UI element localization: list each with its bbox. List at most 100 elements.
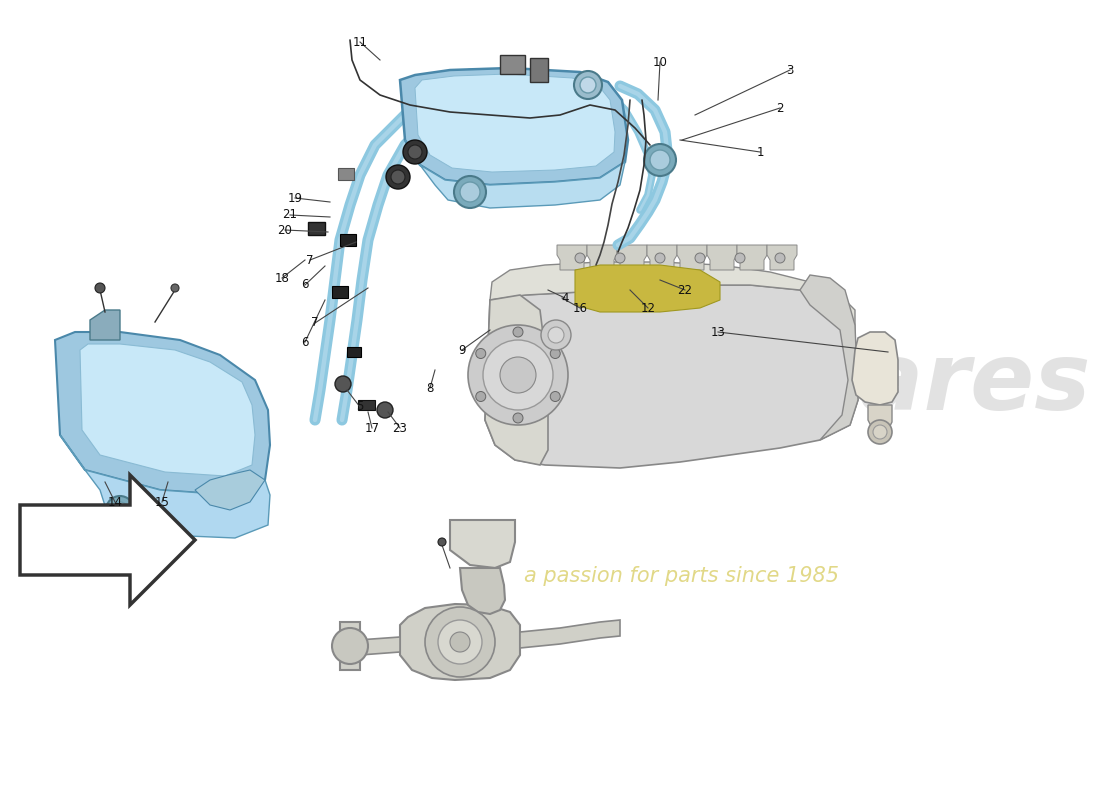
Circle shape — [377, 402, 393, 418]
Text: 13: 13 — [711, 326, 725, 338]
Circle shape — [644, 144, 676, 176]
Text: 7: 7 — [306, 254, 313, 266]
Circle shape — [476, 349, 486, 358]
Circle shape — [386, 165, 410, 189]
Polygon shape — [557, 245, 587, 270]
Polygon shape — [60, 435, 270, 538]
Text: 10: 10 — [652, 55, 668, 69]
Polygon shape — [868, 405, 892, 432]
Polygon shape — [485, 285, 858, 468]
Polygon shape — [617, 245, 647, 270]
Circle shape — [776, 253, 785, 263]
Text: 4: 4 — [561, 291, 569, 305]
Polygon shape — [90, 310, 120, 340]
Polygon shape — [55, 332, 270, 495]
Polygon shape — [460, 568, 505, 614]
Circle shape — [550, 391, 560, 402]
Circle shape — [454, 176, 486, 208]
Circle shape — [654, 253, 666, 263]
Circle shape — [332, 628, 368, 664]
Polygon shape — [707, 245, 737, 270]
Text: 8: 8 — [427, 382, 433, 394]
Text: 17: 17 — [364, 422, 380, 434]
Text: 6: 6 — [301, 335, 309, 349]
Polygon shape — [400, 68, 628, 185]
Polygon shape — [338, 168, 354, 180]
Circle shape — [390, 170, 405, 184]
Circle shape — [735, 253, 745, 263]
Polygon shape — [767, 245, 798, 270]
Circle shape — [106, 496, 134, 524]
Text: eurospares: eurospares — [493, 338, 1091, 430]
Text: 22: 22 — [678, 283, 693, 297]
Text: 19: 19 — [287, 191, 303, 205]
Text: 16: 16 — [572, 302, 587, 314]
Circle shape — [873, 425, 887, 439]
Polygon shape — [340, 234, 356, 246]
Text: 7: 7 — [311, 317, 319, 330]
Polygon shape — [450, 520, 515, 568]
Circle shape — [438, 620, 482, 664]
Circle shape — [550, 349, 560, 358]
Circle shape — [95, 283, 104, 293]
Text: 5: 5 — [356, 401, 364, 414]
Circle shape — [650, 150, 670, 170]
Polygon shape — [490, 262, 855, 360]
Text: 1: 1 — [757, 146, 763, 158]
Polygon shape — [587, 245, 617, 270]
Text: 9: 9 — [459, 343, 465, 357]
Circle shape — [468, 325, 568, 425]
Circle shape — [548, 327, 564, 343]
Text: 11: 11 — [352, 35, 367, 49]
Polygon shape — [358, 637, 400, 655]
Polygon shape — [852, 332, 898, 405]
Circle shape — [513, 413, 522, 423]
Circle shape — [580, 77, 596, 93]
Circle shape — [513, 327, 522, 337]
Text: 21: 21 — [283, 209, 297, 222]
Polygon shape — [405, 140, 625, 208]
Polygon shape — [485, 295, 548, 465]
Polygon shape — [647, 245, 676, 270]
Polygon shape — [737, 245, 767, 270]
Polygon shape — [346, 347, 361, 357]
Text: 14: 14 — [108, 495, 122, 509]
Circle shape — [460, 182, 480, 202]
Text: 3: 3 — [786, 63, 794, 77]
Polygon shape — [400, 604, 520, 680]
Circle shape — [868, 420, 892, 444]
Circle shape — [541, 320, 571, 350]
Polygon shape — [520, 620, 620, 648]
Circle shape — [450, 632, 470, 652]
Circle shape — [438, 538, 446, 546]
Text: 23: 23 — [393, 422, 407, 434]
Polygon shape — [80, 344, 255, 476]
Polygon shape — [20, 475, 195, 605]
Polygon shape — [308, 222, 324, 235]
Circle shape — [476, 391, 486, 402]
Text: 20: 20 — [277, 223, 293, 237]
Circle shape — [170, 284, 179, 292]
Circle shape — [112, 502, 128, 518]
Circle shape — [574, 71, 602, 99]
Polygon shape — [332, 286, 348, 298]
Text: a passion for parts since 1985: a passion for parts since 1985 — [525, 566, 839, 586]
Polygon shape — [415, 74, 615, 172]
Circle shape — [695, 253, 705, 263]
Polygon shape — [800, 275, 858, 440]
Polygon shape — [340, 622, 360, 670]
Polygon shape — [575, 265, 721, 312]
Text: 15: 15 — [155, 495, 169, 509]
Polygon shape — [358, 400, 375, 410]
Polygon shape — [195, 470, 265, 510]
Circle shape — [483, 340, 553, 410]
Text: 2: 2 — [777, 102, 783, 114]
Polygon shape — [530, 58, 548, 82]
Circle shape — [615, 253, 625, 263]
Polygon shape — [500, 55, 525, 74]
Text: 6: 6 — [301, 278, 309, 291]
Circle shape — [575, 253, 585, 263]
Text: 18: 18 — [275, 271, 289, 285]
Circle shape — [336, 376, 351, 392]
Text: 12: 12 — [640, 302, 656, 314]
